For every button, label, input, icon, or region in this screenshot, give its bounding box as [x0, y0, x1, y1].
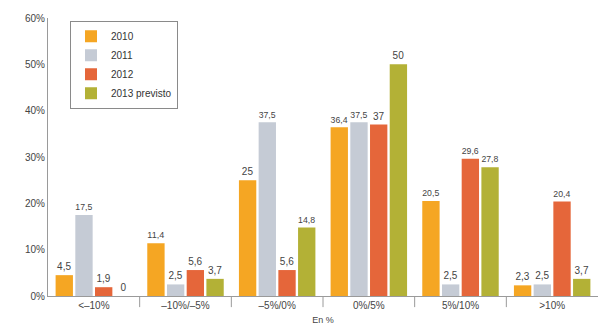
svg-text:37,5: 37,5 — [259, 110, 276, 120]
svg-text:1,9: 1,9 — [97, 273, 111, 284]
svg-text:25: 25 — [242, 166, 254, 177]
svg-text:11,4: 11,4 — [147, 230, 164, 240]
svg-text:3,7: 3,7 — [208, 265, 222, 276]
svg-text:60%: 60% — [25, 13, 45, 24]
svg-text:36,4: 36,4 — [331, 115, 348, 125]
svg-text:2,5: 2,5 — [168, 270, 182, 281]
svg-text:<–10%: <–10% — [78, 300, 110, 311]
svg-text:14,8: 14,8 — [298, 215, 315, 225]
svg-text:20,5: 20,5 — [422, 188, 439, 198]
svg-text:0%: 0% — [31, 291, 46, 302]
svg-text:–10%/–5%: –10%/–5% — [161, 300, 209, 311]
svg-text:27,8: 27,8 — [481, 154, 498, 164]
svg-text:50: 50 — [393, 50, 405, 61]
svg-text:4,5: 4,5 — [57, 261, 71, 272]
svg-text:0%/5%: 0%/5% — [353, 300, 385, 311]
svg-text:20,4: 20,4 — [553, 189, 570, 199]
svg-text:50%: 50% — [25, 59, 45, 70]
svg-text:0: 0 — [120, 282, 126, 293]
svg-text:5%/10%: 5%/10% — [442, 300, 479, 311]
svg-text:10%: 10% — [25, 244, 45, 255]
svg-text:17,5: 17,5 — [75, 202, 92, 212]
svg-text:5,6: 5,6 — [188, 256, 202, 267]
svg-text:40%: 40% — [25, 105, 45, 116]
svg-text:2,3: 2,3 — [515, 271, 529, 282]
svg-text:2,5: 2,5 — [443, 270, 457, 281]
svg-text:5,6: 5,6 — [280, 256, 294, 267]
svg-text:–5%/0%: –5%/0% — [259, 300, 296, 311]
svg-text:2012: 2012 — [111, 69, 134, 80]
svg-text:2013 previsto: 2013 previsto — [111, 88, 171, 99]
svg-text:3,7: 3,7 — [575, 265, 589, 276]
svg-text:2011: 2011 — [111, 50, 133, 61]
svg-text:20%: 20% — [25, 198, 45, 209]
svg-text:2010: 2010 — [111, 31, 134, 42]
svg-text:En %: En % — [312, 315, 334, 325]
svg-text:30%: 30% — [25, 152, 45, 163]
svg-text:2,5: 2,5 — [535, 270, 549, 281]
svg-text:37,5: 37,5 — [350, 110, 367, 120]
svg-text:>10%: >10% — [539, 300, 565, 311]
svg-text:37: 37 — [373, 111, 385, 122]
svg-text:29,6: 29,6 — [462, 146, 479, 156]
